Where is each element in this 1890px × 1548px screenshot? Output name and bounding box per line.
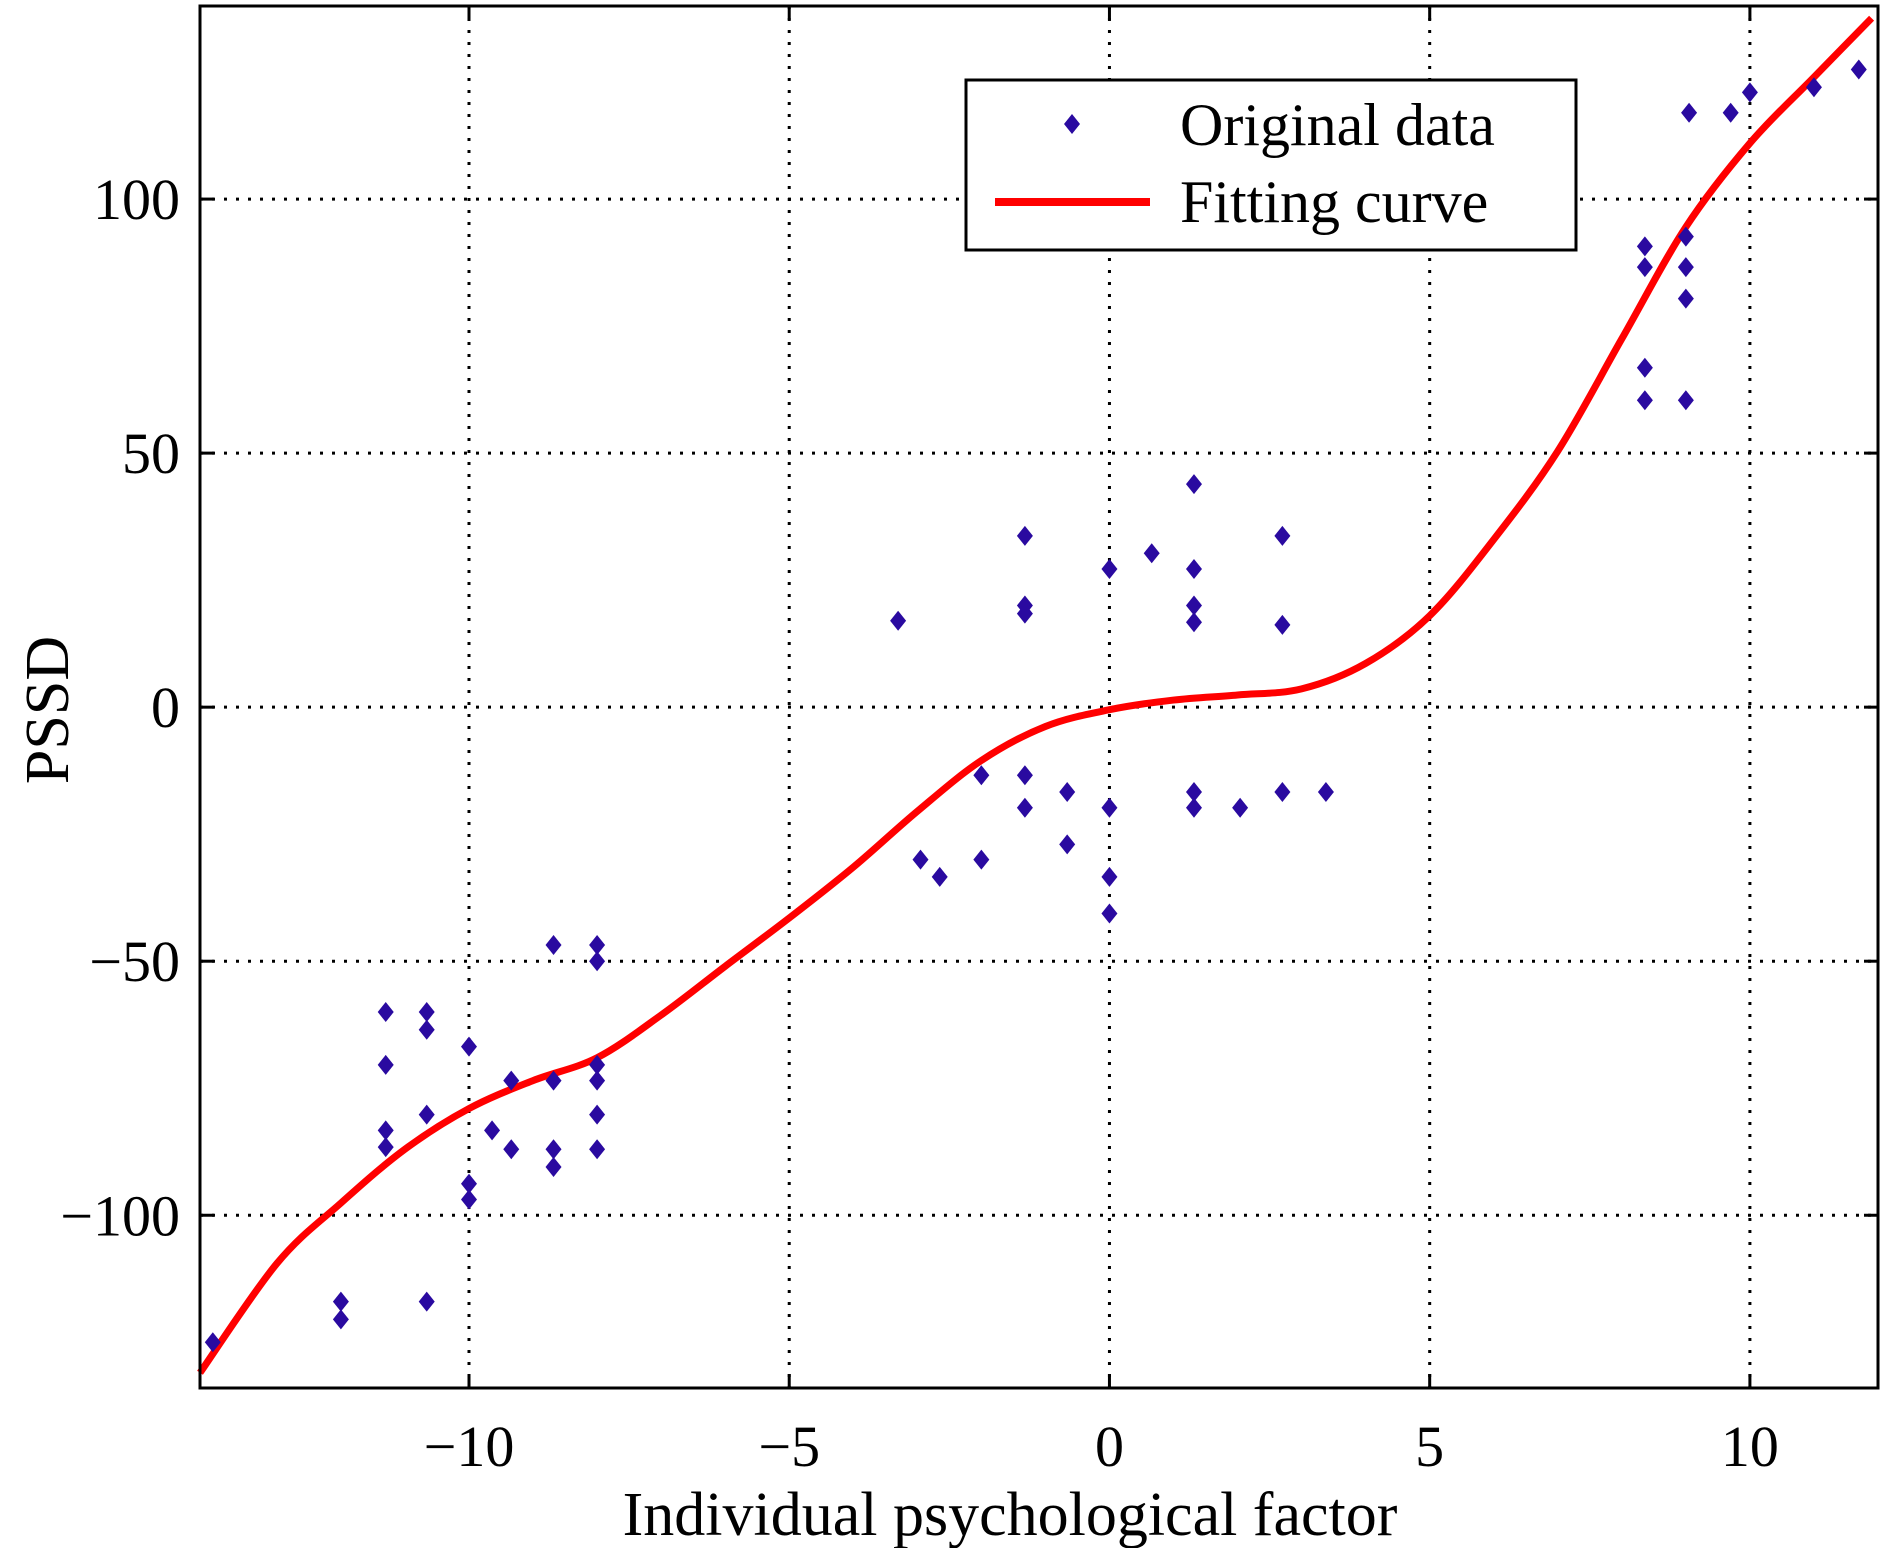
- data-points-layer: [204, 59, 1867, 1353]
- x-axis-label: Individual psychological factor: [623, 1481, 1398, 1548]
- data-point: [1805, 77, 1822, 98]
- y-tick-label: −50: [89, 929, 180, 994]
- data-point: [418, 1104, 435, 1125]
- fitting-curve-layer: [197, 15, 1875, 1375]
- data-point: [1101, 866, 1118, 887]
- data-point: [912, 849, 929, 870]
- data-point: [973, 849, 990, 870]
- data-point: [332, 1291, 349, 1312]
- data-point: [1636, 390, 1653, 411]
- data-point: [1677, 288, 1694, 309]
- data-point: [460, 1036, 477, 1057]
- data-point: [1722, 102, 1739, 123]
- data-point: [1274, 782, 1291, 803]
- legend-marker-original-data: [1064, 114, 1080, 134]
- data-point: [1185, 797, 1202, 818]
- data-point: [1185, 474, 1202, 495]
- x-tick-label: 0: [1095, 1414, 1124, 1479]
- data-point: [1681, 102, 1698, 123]
- data-point: [503, 1070, 520, 1091]
- data-point: [1636, 357, 1653, 378]
- data-point: [1016, 603, 1033, 624]
- data-point: [1741, 82, 1758, 103]
- data-point: [1636, 236, 1653, 257]
- data-point: [1677, 226, 1694, 247]
- data-point: [484, 1120, 501, 1141]
- data-point: [1185, 782, 1202, 803]
- data-point: [1059, 834, 1076, 855]
- data-point: [1232, 797, 1249, 818]
- data-point: [589, 1054, 606, 1075]
- data-point: [1636, 257, 1653, 278]
- y-axis-label: PSSD: [14, 636, 82, 784]
- y-tick-label: 0: [151, 675, 180, 740]
- x-tick-label: 10: [1721, 1414, 1779, 1479]
- legend: Original data Fitting curve: [964, 78, 1578, 252]
- fitting-curve: [197, 15, 1875, 1375]
- plot-frame: [198, 4, 1880, 1390]
- data-point: [890, 610, 907, 631]
- data-point: [377, 1002, 394, 1023]
- data-point: [1850, 59, 1867, 80]
- data-point: [1185, 558, 1202, 579]
- data-point: [545, 1156, 562, 1177]
- data-point: [1677, 257, 1694, 278]
- data-point: [503, 1139, 520, 1160]
- data-point: [931, 866, 948, 887]
- data-point: [1677, 390, 1694, 411]
- data-point: [589, 1104, 606, 1125]
- y-tick-label: −100: [60, 1183, 180, 1248]
- data-point: [589, 934, 606, 955]
- data-point: [1274, 525, 1291, 546]
- data-point: [377, 1137, 394, 1158]
- data-point: [973, 765, 990, 786]
- data-point: [1016, 765, 1033, 786]
- data-point: [1101, 797, 1118, 818]
- y-tick-label: 50: [122, 421, 180, 486]
- data-point: [418, 1019, 435, 1040]
- data-point: [1317, 782, 1334, 803]
- data-point: [1059, 782, 1076, 803]
- data-point: [460, 1173, 477, 1194]
- data-point: [589, 1139, 606, 1160]
- data-point: [1143, 543, 1160, 564]
- data-point: [377, 1054, 394, 1075]
- legend-label-original-data: Original data: [1180, 92, 1495, 158]
- data-point: [545, 1139, 562, 1160]
- data-point: [418, 1291, 435, 1312]
- data-point: [589, 1070, 606, 1091]
- data-point: [332, 1309, 349, 1330]
- data-point: [460, 1189, 477, 1210]
- data-point: [589, 951, 606, 972]
- y-tick-label: 100: [93, 167, 180, 232]
- data-point: [545, 1070, 562, 1091]
- data-point: [1185, 595, 1202, 616]
- x-tick-label: −5: [758, 1414, 820, 1479]
- data-point: [1016, 525, 1033, 546]
- data-point: [418, 1002, 435, 1023]
- data-point: [1101, 903, 1118, 924]
- legend-label-fitting-curve: Fitting curve: [1180, 169, 1488, 235]
- data-point: [204, 1332, 221, 1353]
- data-point: [545, 934, 562, 955]
- data-point: [1016, 797, 1033, 818]
- legend-box: [964, 78, 1578, 252]
- data-point: [1274, 614, 1291, 635]
- data-point: [1101, 558, 1118, 579]
- x-tick-label: −10: [424, 1414, 515, 1479]
- data-point: [1185, 612, 1202, 633]
- data-point: [377, 1120, 394, 1141]
- x-tick-label: 5: [1415, 1414, 1444, 1479]
